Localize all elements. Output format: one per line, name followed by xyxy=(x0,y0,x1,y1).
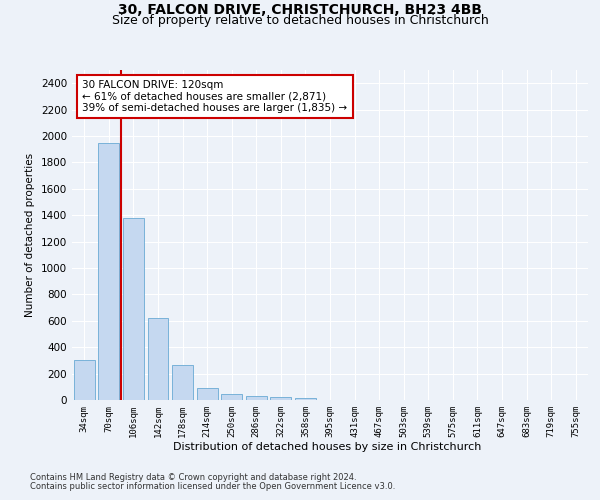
Y-axis label: Number of detached properties: Number of detached properties xyxy=(25,153,35,317)
Bar xyxy=(74,360,95,400)
Bar xyxy=(148,318,169,400)
Bar xyxy=(246,396,267,400)
Text: Contains public sector information licensed under the Open Government Licence v3: Contains public sector information licen… xyxy=(30,482,395,491)
Text: Size of property relative to detached houses in Christchurch: Size of property relative to detached ho… xyxy=(112,14,488,27)
Text: Distribution of detached houses by size in Christchurch: Distribution of detached houses by size … xyxy=(173,442,481,452)
Text: 30, FALCON DRIVE, CHRISTCHURCH, BH23 4BB: 30, FALCON DRIVE, CHRISTCHURCH, BH23 4BB xyxy=(118,2,482,16)
Bar xyxy=(197,388,218,400)
Bar xyxy=(271,397,292,400)
Bar xyxy=(123,218,144,400)
Bar xyxy=(98,144,119,400)
Bar xyxy=(221,394,242,400)
Bar xyxy=(172,364,193,400)
Text: Contains HM Land Registry data © Crown copyright and database right 2024.: Contains HM Land Registry data © Crown c… xyxy=(30,472,356,482)
Bar xyxy=(295,398,316,400)
Text: 30 FALCON DRIVE: 120sqm
← 61% of detached houses are smaller (2,871)
39% of semi: 30 FALCON DRIVE: 120sqm ← 61% of detache… xyxy=(82,80,347,113)
